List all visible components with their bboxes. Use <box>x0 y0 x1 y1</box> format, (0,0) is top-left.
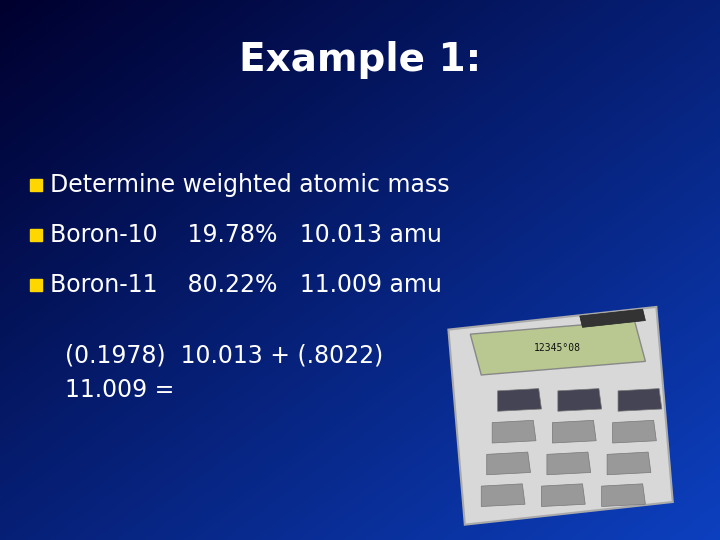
Text: Example 1:: Example 1: <box>239 41 481 79</box>
Polygon shape <box>607 452 651 475</box>
Bar <box>30 229 42 241</box>
Polygon shape <box>541 484 585 507</box>
Polygon shape <box>580 309 645 327</box>
Text: Boron-11    80.22%   11.009 amu: Boron-11 80.22% 11.009 amu <box>50 273 442 297</box>
Polygon shape <box>613 420 657 443</box>
Bar <box>30 279 42 291</box>
Bar <box>30 179 42 191</box>
Text: 11.009 =: 11.009 = <box>65 378 174 402</box>
Polygon shape <box>487 452 531 475</box>
Text: 12345°08: 12345°08 <box>534 343 581 353</box>
Text: Boron-10    19.78%   10.013 amu: Boron-10 19.78% 10.013 amu <box>50 223 442 247</box>
Polygon shape <box>449 307 672 525</box>
Polygon shape <box>547 452 590 475</box>
Text: amu: amu <box>520 364 621 406</box>
Polygon shape <box>618 389 662 411</box>
Text: 10.812: 10.812 <box>490 324 650 366</box>
Polygon shape <box>558 389 602 411</box>
Text: Determine weighted atomic mass: Determine weighted atomic mass <box>50 173 449 197</box>
Polygon shape <box>470 321 645 375</box>
Polygon shape <box>481 484 525 507</box>
Polygon shape <box>492 420 536 443</box>
Polygon shape <box>602 484 645 507</box>
Text: (0.1978)  10.013 + (.8022): (0.1978) 10.013 + (.8022) <box>65 343 383 367</box>
Polygon shape <box>552 420 596 443</box>
Polygon shape <box>498 389 541 411</box>
